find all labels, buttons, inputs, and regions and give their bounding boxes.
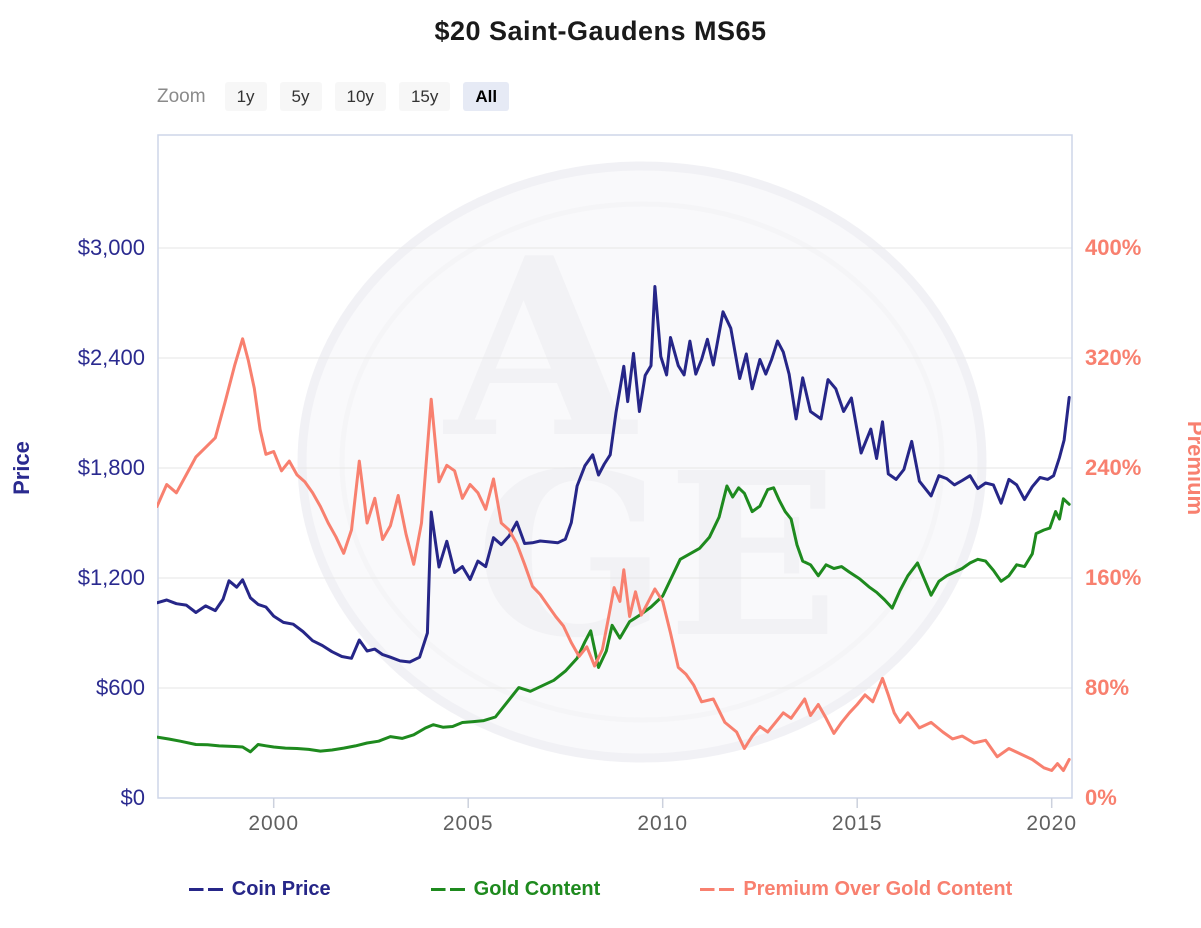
legend-item-premium-over-gold-content[interactable]: Premium Over Gold Content xyxy=(700,878,1012,901)
y-right-tick-label: 240% xyxy=(1085,455,1142,480)
legend-line-icon xyxy=(700,888,735,891)
y-axis-left-title: Price xyxy=(9,441,34,495)
svg-text:GE: GE xyxy=(475,424,839,688)
y-right-tick-label: 320% xyxy=(1085,345,1142,370)
premium-over-gold-content-line xyxy=(157,337,1071,772)
y-left-tick-label: $3,000 xyxy=(77,235,145,260)
y-right-tick-label: 0% xyxy=(1085,785,1117,810)
zoom-buttons: 1y 5y 10y 15y All xyxy=(224,82,510,111)
legend-line-icon xyxy=(430,888,465,891)
plot-border xyxy=(157,134,1073,799)
y-left-tick-label: $1,200 xyxy=(77,565,145,590)
legend-item-coin-price[interactable]: Coin Price xyxy=(188,878,331,901)
y-left-tick-label: $0 xyxy=(120,785,145,810)
zoom-button-5y[interactable]: 5y xyxy=(279,82,322,111)
plot-area[interactable]: A GE xyxy=(157,134,1073,816)
legend-item-gold-content[interactable]: Gold Content xyxy=(430,878,601,901)
legend: Coin Price Gold Content Premium Over Gold … xyxy=(0,878,1201,901)
legend-label: Coin Price xyxy=(231,878,331,900)
y-axis-right-title: Premium xyxy=(1183,420,1201,516)
y-left-tick-label: $1,800 xyxy=(77,455,145,480)
gridlines xyxy=(158,247,1072,689)
legend-label: Premium Over Gold Content xyxy=(743,878,1013,900)
x-tick-label: 2020 xyxy=(1026,812,1078,835)
y-right-tick-label: 400% xyxy=(1085,235,1142,260)
zoom-button-15y[interactable]: 15y xyxy=(398,82,451,111)
x-axis-ticks xyxy=(272,798,1053,808)
coin-watermark-icon: A GE xyxy=(297,161,987,763)
x-tick-label: 2000 xyxy=(248,812,300,835)
y-left-tick-label: $600 xyxy=(96,675,145,700)
legend-line-icon xyxy=(188,888,223,891)
zoom-button-all[interactable]: All xyxy=(463,82,510,111)
chart-title: $20 Saint-Gaudens MS65 xyxy=(434,16,767,46)
y-right-tick-label: 160% xyxy=(1085,565,1142,590)
zoom-label: Zoom xyxy=(157,85,206,107)
x-tick-label: 2010 xyxy=(637,812,689,835)
series-lines xyxy=(157,285,1071,772)
gold-content-line xyxy=(157,484,1071,754)
legend-label: Gold Content xyxy=(473,878,601,900)
y-right-tick-label: 80% xyxy=(1085,675,1130,700)
x-tick-label: 2015 xyxy=(831,812,883,835)
svg-text:A: A xyxy=(443,204,638,492)
x-tick-label: 2005 xyxy=(442,812,494,835)
coin-price-line xyxy=(157,285,1071,664)
y-left-tick-label: $2,400 xyxy=(77,345,145,370)
zoom-button-1y[interactable]: 1y xyxy=(224,82,267,111)
zoom-toolbar: Zoom 1y 5y 10y 15y All xyxy=(157,82,510,111)
zoom-button-10y[interactable]: 10y xyxy=(334,82,386,111)
